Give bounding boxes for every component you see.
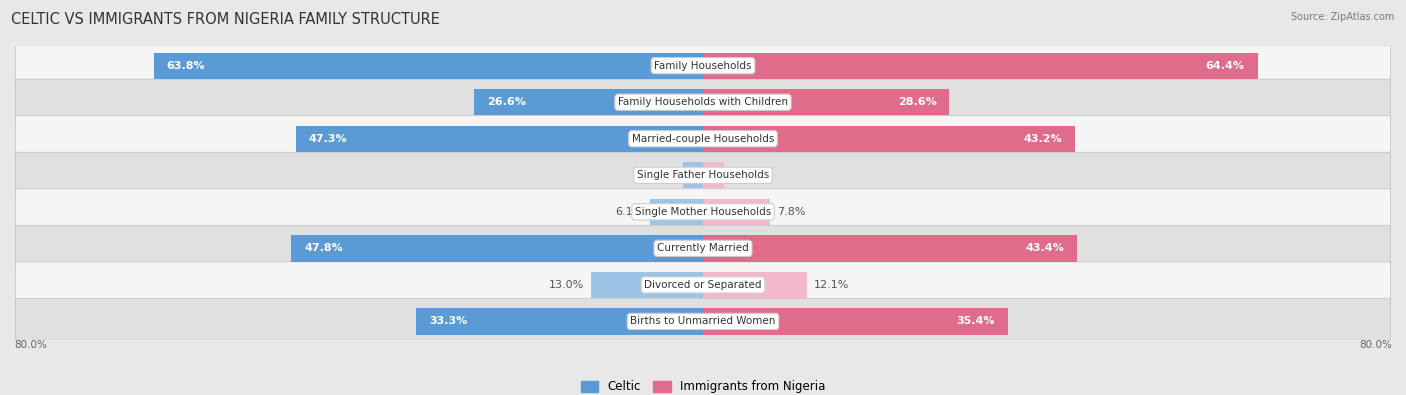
Text: 47.8%: 47.8% bbox=[304, 243, 343, 253]
Text: Family Households with Children: Family Households with Children bbox=[619, 97, 787, 107]
Text: Married-couple Households: Married-couple Households bbox=[631, 134, 775, 144]
Bar bbox=[703, 126, 1076, 152]
Text: 43.2%: 43.2% bbox=[1024, 134, 1062, 144]
FancyBboxPatch shape bbox=[15, 43, 1391, 89]
Bar bbox=[703, 53, 1257, 79]
Text: Currently Married: Currently Married bbox=[657, 243, 749, 253]
Bar bbox=[295, 126, 703, 152]
Text: Single Mother Households: Single Mother Households bbox=[636, 207, 770, 217]
Text: 26.6%: 26.6% bbox=[486, 97, 526, 107]
Text: 6.1%: 6.1% bbox=[616, 207, 644, 217]
Bar bbox=[703, 199, 770, 225]
Text: 2.4%: 2.4% bbox=[731, 170, 759, 180]
Text: Single Father Households: Single Father Households bbox=[637, 170, 769, 180]
Text: CELTIC VS IMMIGRANTS FROM NIGERIA FAMILY STRUCTURE: CELTIC VS IMMIGRANTS FROM NIGERIA FAMILY… bbox=[11, 12, 440, 27]
Text: Source: ZipAtlas.com: Source: ZipAtlas.com bbox=[1291, 12, 1395, 22]
FancyBboxPatch shape bbox=[15, 225, 1391, 271]
Bar bbox=[651, 199, 703, 225]
Bar bbox=[153, 53, 703, 79]
Bar bbox=[703, 235, 1077, 261]
Bar bbox=[291, 235, 703, 261]
Bar bbox=[703, 272, 807, 298]
Text: Births to Unmarried Women: Births to Unmarried Women bbox=[630, 316, 776, 326]
FancyBboxPatch shape bbox=[15, 116, 1391, 162]
FancyBboxPatch shape bbox=[15, 79, 1391, 125]
Bar bbox=[591, 272, 703, 298]
Bar bbox=[474, 89, 703, 115]
Bar bbox=[703, 162, 724, 188]
Text: 2.3%: 2.3% bbox=[648, 170, 676, 180]
FancyBboxPatch shape bbox=[15, 298, 1391, 344]
Text: 63.8%: 63.8% bbox=[166, 61, 205, 71]
Text: 28.6%: 28.6% bbox=[897, 97, 936, 107]
Bar bbox=[703, 89, 949, 115]
Text: 12.1%: 12.1% bbox=[814, 280, 849, 290]
Text: 33.3%: 33.3% bbox=[429, 316, 467, 326]
Text: 7.8%: 7.8% bbox=[778, 207, 806, 217]
Bar bbox=[416, 308, 703, 335]
Text: 80.0%: 80.0% bbox=[1360, 340, 1392, 350]
Bar bbox=[683, 162, 703, 188]
Text: 35.4%: 35.4% bbox=[956, 316, 995, 326]
Bar bbox=[703, 308, 1008, 335]
Text: Divorced or Separated: Divorced or Separated bbox=[644, 280, 762, 290]
Text: 47.3%: 47.3% bbox=[308, 134, 347, 144]
FancyBboxPatch shape bbox=[15, 152, 1391, 198]
Text: Family Households: Family Households bbox=[654, 61, 752, 71]
FancyBboxPatch shape bbox=[15, 189, 1391, 235]
Text: 80.0%: 80.0% bbox=[14, 340, 46, 350]
Legend: Celtic, Immigrants from Nigeria: Celtic, Immigrants from Nigeria bbox=[576, 376, 830, 395]
FancyBboxPatch shape bbox=[15, 262, 1391, 308]
Text: 64.4%: 64.4% bbox=[1206, 61, 1244, 71]
Text: 43.4%: 43.4% bbox=[1025, 243, 1064, 253]
Text: 13.0%: 13.0% bbox=[548, 280, 583, 290]
